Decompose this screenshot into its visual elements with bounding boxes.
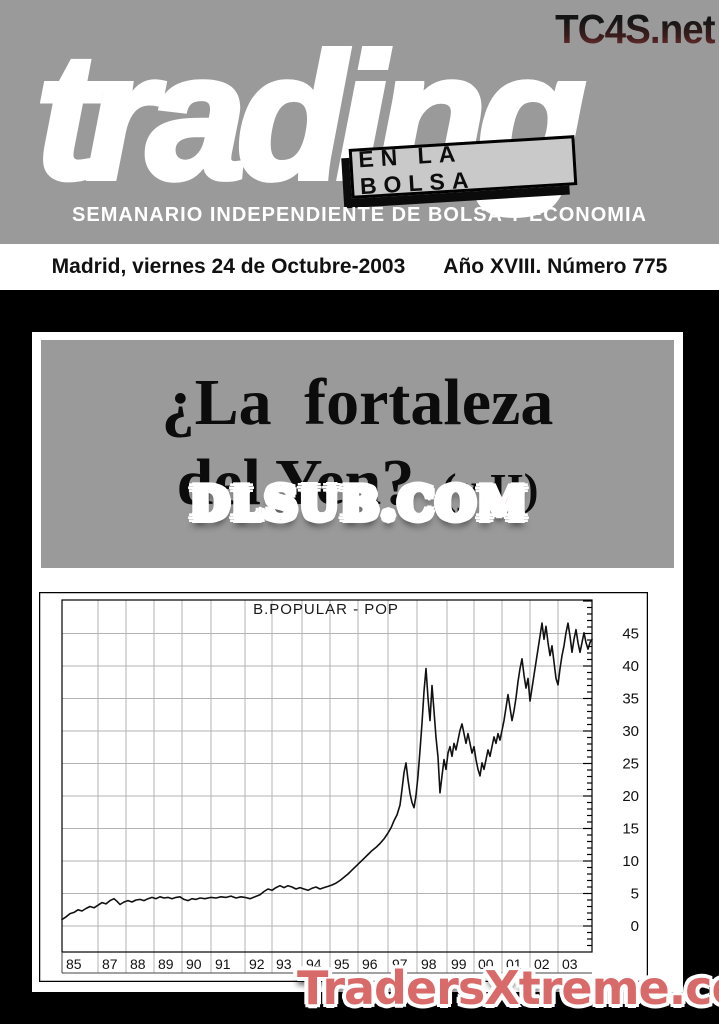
dlsub-watermark: DLSUB.COM <box>0 477 719 530</box>
svg-text:87: 87 <box>102 956 118 972</box>
svg-text:97: 97 <box>392 956 408 972</box>
svg-text:92: 92 <box>249 956 265 972</box>
svg-text:90: 90 <box>186 956 202 972</box>
price-chart-svg: 45 40 35 30 25 20 15 10 5 0 85 87 88 89 90 91 92 93 94 95 96… <box>38 591 649 983</box>
svg-text:40: 40 <box>622 658 639 675</box>
svg-text:10: 10 <box>622 853 639 870</box>
svg-text:30: 30 <box>622 723 639 740</box>
svg-text:03: 03 <box>562 956 578 972</box>
svg-text:35: 35 <box>622 691 639 708</box>
svg-text:15: 15 <box>622 821 639 838</box>
svg-text:85: 85 <box>66 956 82 972</box>
svg-text:94: 94 <box>306 956 322 972</box>
masthead-subtitle: SEMANARIO INDEPENDIENTE DE BOLSA Y ECONO… <box>72 204 647 226</box>
svg-text:91: 91 <box>215 956 231 972</box>
dateline-place-date: Madrid, viernes 24 de Octubre-2003 <box>51 255 406 278</box>
article-title-line1: ¿La fortaleza <box>161 366 554 439</box>
svg-text:5: 5 <box>631 886 639 903</box>
svg-text:01: 01 <box>506 956 522 972</box>
svg-text:89: 89 <box>158 956 174 972</box>
svg-text:45: 45 <box>622 626 639 643</box>
svg-text:00: 00 <box>478 956 494 972</box>
dateline-issue: Año XVIII. Número 775 <box>443 255 668 278</box>
svg-text:93: 93 <box>276 956 292 972</box>
svg-text:25: 25 <box>622 756 639 773</box>
svg-text:20: 20 <box>622 788 639 805</box>
article-title-line2-main: del Yen? <box>177 446 415 519</box>
svg-text:0: 0 <box>631 918 639 935</box>
svg-text:96: 96 <box>362 956 378 972</box>
price-chart: 45 40 35 30 25 20 15 10 5 0 85 87 88 89 90 91 92 93 94 95 96… <box>38 591 649 983</box>
tradersxtreme-watermark: TradersXtreme.com <box>297 961 719 1015</box>
masthead: trading TC4S.net EN LA BOLSA SEMANARIO I… <box>0 0 719 244</box>
svg-text:95: 95 <box>334 956 350 972</box>
svg-text:02: 02 <box>534 956 550 972</box>
svg-text:98: 98 <box>421 956 437 972</box>
svg-text:B.POPULAR - POP: B.POPULAR - POP <box>253 601 399 618</box>
svg-text:88: 88 <box>130 956 146 972</box>
article-panel: ¿La fortaleza del Yen? (y II) 45 40 35 30 25… <box>32 332 683 992</box>
tc4s-watermark: TC4S.net <box>555 6 715 52</box>
svg-text:99: 99 <box>451 956 467 972</box>
article-title-suffix: (y II) <box>431 465 539 514</box>
article-title-box: ¿La fortaleza del Yen? (y II) <box>41 340 674 568</box>
article-title-line2: del Yen? (y II) <box>41 450 674 516</box>
dateline-bar: Madrid, viernes 24 de Octubre-2003 Año X… <box>0 244 719 290</box>
